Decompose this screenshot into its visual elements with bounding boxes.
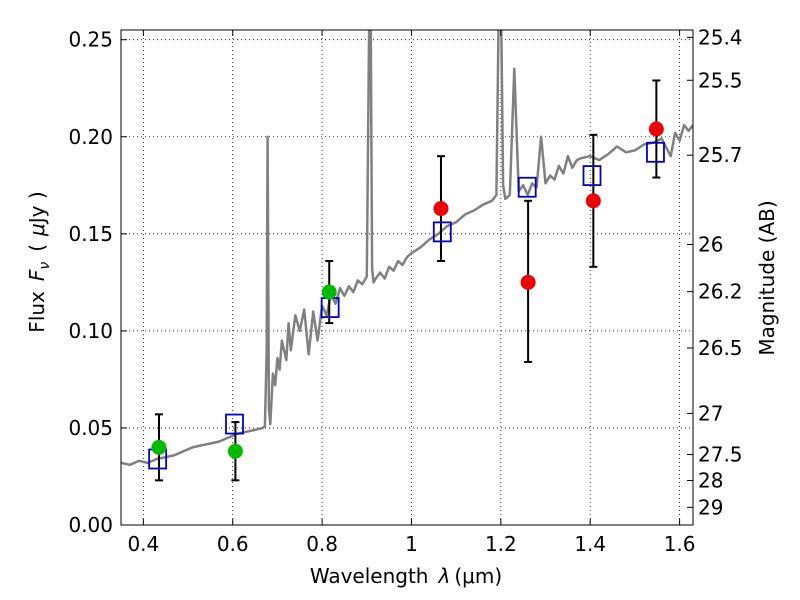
y-tick-label: 0.10 (68, 319, 113, 343)
x-axis-label-name: Wavelength (310, 564, 429, 588)
right-y-axis-label: Magnitude (AB) (755, 200, 779, 355)
y2-tick-label: 27 (698, 401, 723, 425)
grid-lines (121, 30, 693, 526)
y2-tick-label: 28 (698, 469, 723, 493)
y-tick-label: 0.20 (68, 125, 113, 149)
x-axis-label-unit: (μm) (454, 564, 502, 588)
x-axis-label-symbol: λ (438, 564, 451, 588)
x-axis-label: Wavelength λ (μm) (310, 564, 502, 588)
y2-tick-label: 27.5 (698, 443, 743, 467)
x-tick-label: 0.6 (217, 532, 249, 556)
x-tick-label: 1.2 (485, 532, 517, 556)
y-axis-label-unit-open: ( (25, 244, 49, 252)
y2-tick-label: 26 (698, 233, 723, 257)
y-axis-label-unit-rest: Jy ) (25, 191, 49, 225)
y-axis-label-name: Flux (25, 291, 49, 333)
y2-tick-label: 25.7 (698, 143, 743, 167)
plot-frame (120, 29, 694, 526)
data-point-marker (151, 439, 167, 455)
data-point-marker (321, 284, 337, 300)
y2-tick-label: 29 (698, 495, 723, 519)
axis-ticks: 0.4 0.6 0.8 1 1.2 1.4 1.6 0.00 0.05 0.10 0.15 0.20 0… (68, 25, 742, 556)
x-tick-label: 0.8 (306, 532, 338, 556)
model-square-marker (582, 165, 602, 186)
y-axis-label-symbol: F (25, 269, 49, 281)
y-axis-label: Flux Fν ( μJy ) (25, 191, 53, 332)
data-point-marker (520, 274, 536, 290)
y-tick-label: 0.15 (68, 222, 113, 246)
model-square-marker (517, 176, 537, 198)
data-point-marker (227, 443, 243, 459)
x-tick-label: 1 (405, 532, 418, 556)
y2-tick-label: 25.4 (698, 25, 743, 49)
spectrum-line (121, 30, 693, 467)
model-square-marker (432, 221, 452, 243)
y-tick-label: 0.00 (68, 513, 113, 537)
y-tick-label: 0.05 (68, 416, 113, 440)
data-point-marker (648, 121, 664, 137)
y2-tick-label: 26.2 (698, 280, 743, 304)
data-point-marker (585, 193, 601, 209)
x-tick-label: 1.6 (664, 532, 696, 556)
data-point-marker (433, 201, 449, 217)
y-axis-label-subscript: ν (37, 262, 53, 270)
y-axis-label-unit-mu: μ (25, 223, 49, 237)
y2-tick-label: 26.5 (698, 336, 743, 360)
x-tick-label: 1.4 (574, 532, 606, 556)
model-square-marker (225, 413, 244, 435)
model-square-marker (646, 141, 665, 163)
y-tick-label: 0.25 (68, 28, 113, 52)
plot-area (121, 30, 693, 482)
x-tick-label: 0.4 (127, 532, 159, 556)
y2-tick-label: 25.5 (698, 68, 743, 92)
